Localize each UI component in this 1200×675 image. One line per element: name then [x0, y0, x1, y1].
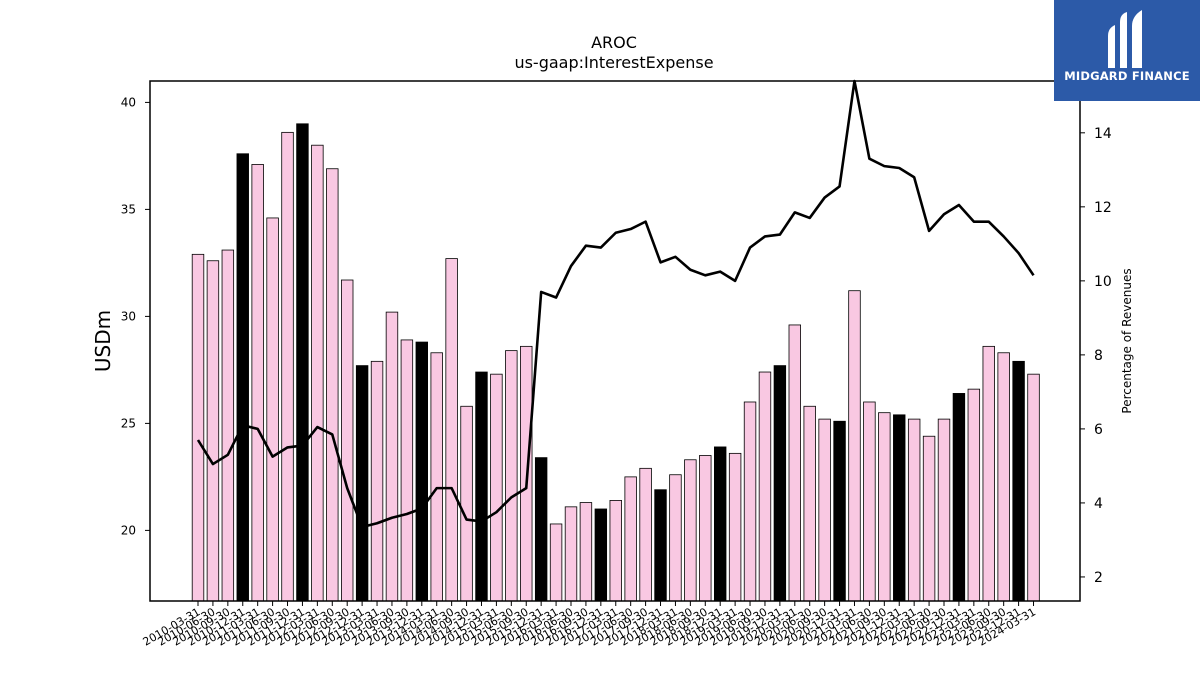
bar	[385, 311, 399, 602]
bar	[490, 373, 503, 602]
bar	[863, 401, 876, 602]
bars-layer	[191, 123, 1040, 602]
y-tick-label: 25	[121, 416, 136, 430]
y-tick-label: 30	[121, 309, 136, 323]
bar	[191, 253, 205, 602]
chart-title: AROC	[591, 33, 637, 52]
y2-axis-label: Percentage of Revenues	[1120, 268, 1134, 413]
bar	[355, 365, 369, 602]
bar	[878, 412, 891, 602]
bar	[460, 405, 473, 602]
y2-tick-label: 6	[1094, 422, 1103, 438]
left-axis: 20 25 30 35 40	[121, 95, 150, 537]
bar	[475, 371, 488, 602]
bar	[922, 435, 936, 602]
y2-tick-label: 8	[1094, 348, 1103, 364]
bar	[758, 371, 772, 602]
bar	[445, 258, 458, 602]
bar	[311, 144, 324, 602]
bar	[505, 350, 518, 602]
bar	[370, 360, 384, 602]
y2-tick-label: 2	[1094, 570, 1103, 586]
bar	[639, 467, 652, 602]
bar	[1027, 373, 1040, 602]
bar	[669, 474, 682, 602]
bar	[296, 123, 309, 602]
bar	[340, 279, 354, 602]
bar	[833, 420, 846, 602]
bar	[326, 168, 339, 602]
percentage-line	[196, 79, 1035, 529]
bar	[1012, 360, 1025, 602]
bar	[714, 446, 727, 602]
bar	[654, 489, 667, 602]
y-tick-label: 35	[121, 202, 136, 216]
brand-name: MIDGARD FINANCE	[1064, 69, 1190, 83]
bar	[400, 339, 414, 602]
bar	[728, 452, 742, 602]
bar	[534, 457, 548, 602]
bar	[564, 506, 578, 602]
bar	[818, 418, 831, 602]
midgard-logo-icon	[1108, 10, 1142, 68]
bar	[893, 414, 906, 602]
bar	[549, 523, 563, 602]
plot-frame	[149, 80, 1081, 602]
right-axis: 2 4 6 8 10 12 14	[1080, 126, 1112, 586]
bar	[967, 388, 981, 602]
y-tick-label: 40	[121, 95, 136, 109]
brand-logo: MIDGARD FINANCE	[1054, 0, 1200, 101]
y-tick-label: 20	[121, 523, 136, 537]
bar	[952, 393, 966, 602]
bar	[743, 401, 757, 602]
y2-tick-label: 10	[1094, 274, 1112, 290]
bar	[415, 341, 429, 602]
x-axis: 2010-03-312010-06-302010-09-302010-12-31…	[141, 601, 1038, 649]
bar	[997, 352, 1010, 602]
y2-tick-label: 14	[1094, 126, 1112, 142]
bar	[699, 455, 712, 602]
bar	[982, 345, 995, 602]
bar	[907, 418, 921, 602]
bar	[579, 502, 593, 602]
y2-tick-label: 4	[1094, 496, 1103, 512]
bar	[221, 249, 235, 602]
chart-subtitle: us-gaap:InterestExpense	[514, 53, 713, 72]
bar	[684, 459, 697, 602]
y2-tick-label: 12	[1094, 200, 1112, 216]
bar	[848, 290, 861, 602]
line-layer	[196, 79, 1035, 529]
bar	[206, 260, 220, 602]
bar	[609, 500, 622, 602]
bar	[251, 164, 264, 602]
y-axis-label: USDm	[91, 310, 115, 372]
bar	[773, 365, 787, 602]
bar	[281, 131, 294, 602]
bar	[937, 418, 951, 602]
bar	[594, 508, 608, 602]
bar	[624, 476, 637, 602]
bar	[788, 324, 802, 602]
bar	[236, 153, 249, 602]
bar	[266, 217, 279, 602]
bar	[430, 352, 443, 602]
bar	[803, 405, 816, 602]
